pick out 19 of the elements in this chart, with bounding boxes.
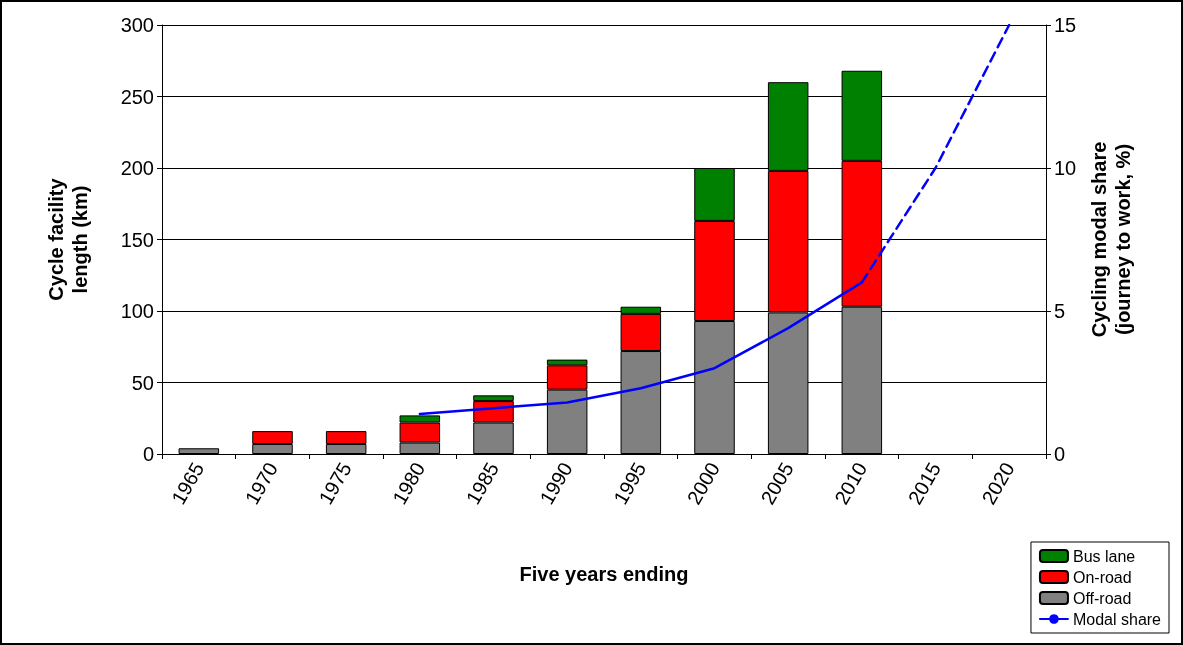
y2-tick-label: 10 bbox=[1054, 157, 1077, 179]
y2-tick-label: 15 bbox=[1054, 14, 1077, 36]
y2-tick-label: 0 bbox=[1054, 443, 1066, 465]
legend-label: On-road bbox=[1072, 568, 1132, 586]
y-tick-label: 150 bbox=[120, 228, 154, 251]
legend-label: Bus lane bbox=[1072, 547, 1136, 565]
y-tick-label: 0 bbox=[142, 443, 154, 465]
x-axis-title: Five years ending bbox=[519, 563, 689, 585]
y2-tick-label: 5 bbox=[1054, 300, 1066, 322]
y-tick-label: 200 bbox=[120, 157, 154, 179]
y-tick-label: 250 bbox=[120, 85, 154, 108]
y-axis-title: Cycle facility length (km) bbox=[45, 177, 91, 301]
bar bbox=[178, 448, 220, 454]
y2-axis-title: Cycling modal share (journey to work, %) bbox=[1088, 141, 1135, 338]
y-tick-label: 300 bbox=[120, 14, 154, 36]
y-tick-label: 50 bbox=[131, 371, 154, 394]
y-tick-label: 100 bbox=[120, 300, 154, 322]
legend-label: Off-road bbox=[1072, 589, 1132, 607]
legend-label: Modal share bbox=[1072, 610, 1162, 628]
